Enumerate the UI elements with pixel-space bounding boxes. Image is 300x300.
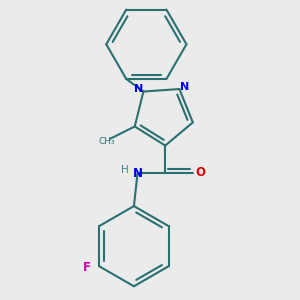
Text: F: F <box>82 261 90 274</box>
Text: N: N <box>134 84 143 94</box>
Text: H: H <box>121 165 128 175</box>
Text: N: N <box>133 167 142 180</box>
Text: CH₃: CH₃ <box>99 136 115 146</box>
Text: O: O <box>195 166 205 179</box>
Text: N: N <box>180 82 189 92</box>
